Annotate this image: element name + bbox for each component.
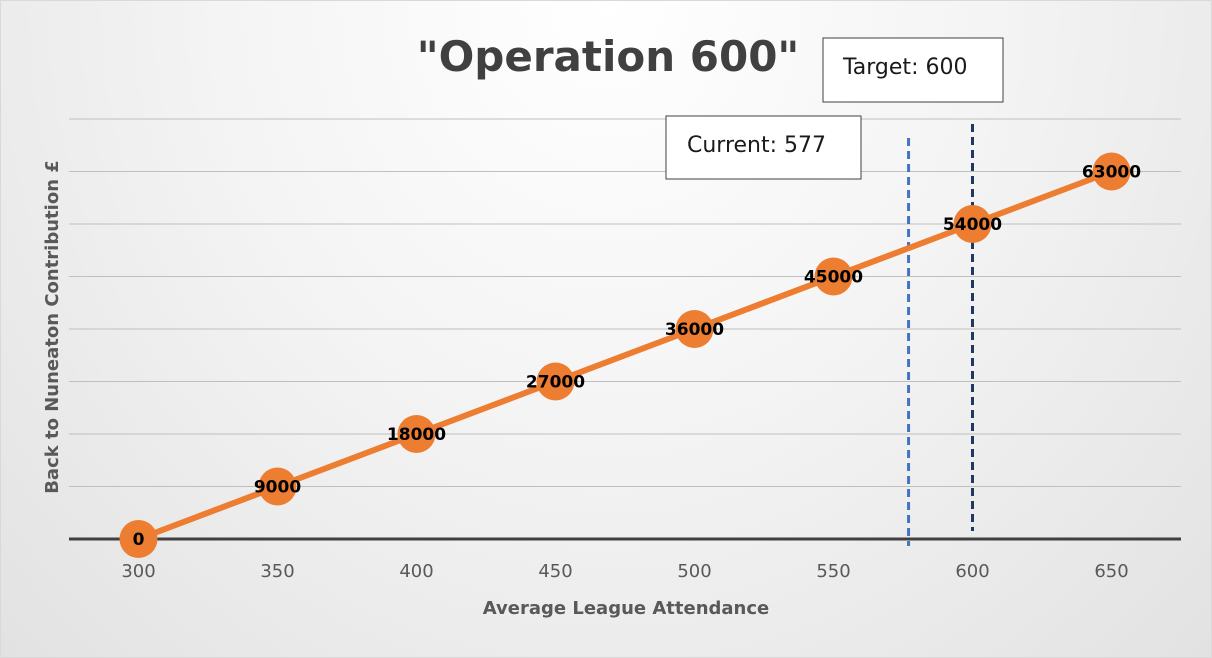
data-label: 36000	[665, 320, 724, 340]
current-annotation-frame	[665, 115, 862, 180]
reference-lines	[907, 124, 974, 546]
data-label: 18000	[387, 425, 446, 445]
target-annotation-box: Target: 600	[822, 37, 1004, 103]
data-label: 0	[133, 530, 145, 550]
current-annotation-text: Current: 577	[687, 133, 826, 158]
data-label: 54000	[943, 215, 1002, 235]
series	[119, 152, 1131, 558]
x-tick-labels: 300 350 400 450 500 550 600 650	[121, 561, 1128, 582]
x-tick-label: 450	[538, 561, 572, 582]
data-label: 9000	[254, 478, 301, 498]
data-labels: 0 9000 18000 27000 36000 45000 54000 63000	[133, 163, 1142, 551]
data-point	[814, 257, 853, 296]
data-label: 63000	[1082, 163, 1141, 183]
target-annotation-text: Target: 600	[842, 55, 967, 80]
current-annotation-box: Current: 577	[665, 115, 862, 180]
data-point	[119, 520, 158, 558]
gridlines	[69, 118, 1181, 487]
data-point	[258, 467, 297, 506]
x-tick-label: 350	[260, 561, 294, 582]
x-axis-title: Average League Attendance	[483, 598, 770, 619]
x-tick-label: 600	[955, 561, 989, 582]
x-tick-label: 500	[677, 561, 711, 582]
data-point	[1092, 152, 1131, 191]
data-point	[675, 310, 714, 348]
data-label: 27000	[526, 373, 585, 393]
x-tick-label: 650	[1094, 561, 1128, 582]
target-annotation-frame	[822, 37, 1004, 103]
x-tick-label: 550	[816, 561, 850, 582]
chart-title: "Operation 600"	[417, 32, 800, 81]
data-point	[953, 205, 992, 243]
x-tick-label: 300	[121, 561, 155, 582]
y-axis-title: Back to Nuneaton Contribution £	[42, 160, 63, 494]
x-tick-label: 400	[399, 561, 433, 582]
data-label: 45000	[804, 268, 863, 288]
data-point	[397, 415, 436, 453]
data-point	[536, 362, 575, 401]
series-line	[137, 168, 1113, 542]
